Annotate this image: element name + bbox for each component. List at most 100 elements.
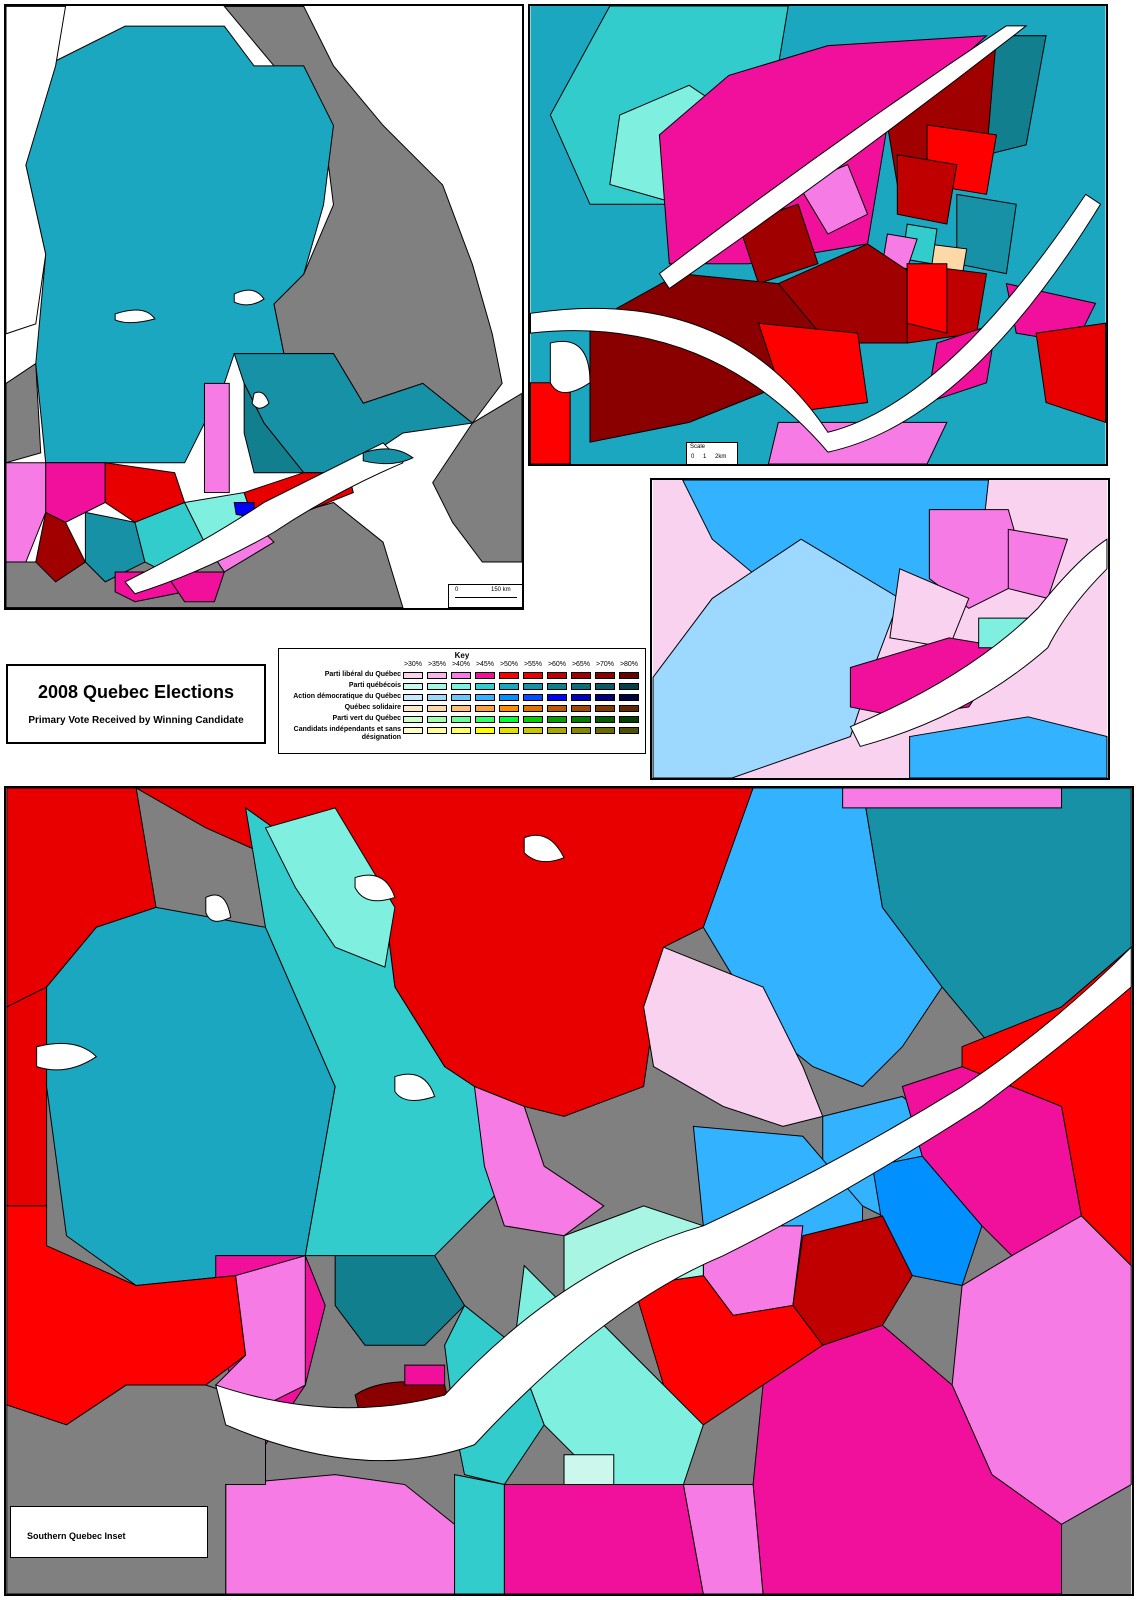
legend-key: Key >30% >35% >40% >45% >50% >55% >60% >65% >70%… [278, 648, 646, 754]
legend-swatch [451, 694, 471, 701]
st-lawrence-river [124, 442, 404, 595]
legend-title: Key [454, 651, 470, 660]
legend-swatch [451, 705, 471, 712]
legend-swatch [403, 716, 423, 723]
riviere-des-prairies [658, 25, 1028, 290]
legend-swatch [547, 705, 567, 712]
quebec-city-map [650, 478, 1110, 780]
legend-swatch [403, 683, 423, 690]
legend-swatch [475, 716, 495, 723]
sq-light-pink-center [643, 946, 824, 1127]
sq-lake-5 [354, 874, 396, 902]
riding-rene-levesque [243, 383, 305, 474]
legend-swatch [451, 727, 471, 734]
legend-swatch [427, 716, 447, 723]
riding-dark-red [35, 511, 87, 583]
southern-quebec-map-svg [6, 788, 1132, 1594]
legend-party-label: Québec solidaire [344, 704, 401, 711]
legend-swatch [571, 705, 591, 712]
legend-swatch [499, 705, 519, 712]
legend-swatch [427, 672, 447, 679]
lake-manicouagan [251, 391, 270, 409]
qc-st-lawrence [849, 538, 1108, 748]
legend-swatch [451, 672, 471, 679]
legend-swatch [523, 694, 543, 701]
legend-swatch [619, 727, 639, 734]
legend-party-label: Parti libéral du Québec [324, 671, 401, 678]
province-scale-zero: 0 [455, 587, 459, 593]
lake-2 [114, 309, 156, 324]
legend-swatch [523, 672, 543, 679]
legend-swatch [523, 705, 543, 712]
legend-swatch [619, 694, 639, 701]
sq-lake-2 [205, 894, 232, 922]
legend-swatch [571, 694, 591, 701]
legend-swatch [547, 694, 567, 701]
lac-st-louis [549, 341, 591, 394]
legend-swatch [403, 705, 423, 712]
legend-threshold: >40% [451, 661, 471, 668]
legend-swatch [571, 727, 591, 734]
legend-swatch [571, 683, 591, 690]
legend-party-label: Parti vert du Québec [332, 715, 401, 722]
riding-pontiac-north [6, 462, 47, 563]
legend-swatch [523, 716, 543, 723]
montreal-scalebar: Scale 0 1 2km [686, 442, 738, 464]
province-map: 0 150 km [4, 4, 524, 610]
legend-swatch [595, 683, 615, 690]
qc-pink-1 [928, 509, 1029, 609]
legend-swatch [475, 705, 495, 712]
legend-swatch [595, 672, 615, 679]
sq-pink-top [842, 788, 1063, 809]
south-shore-red [1035, 322, 1106, 424]
montreal-scale-title: Scale [690, 444, 706, 450]
legend-swatch [571, 672, 591, 679]
riding-pink-north [203, 382, 230, 494]
legend-swatch [571, 716, 591, 723]
legend-party-label: Action démocratique du Québec [293, 693, 401, 700]
legend-threshold: >35% [427, 661, 447, 668]
red-block-2 [896, 154, 958, 225]
legend-swatch [475, 694, 495, 701]
legend-swatch [595, 694, 615, 701]
legend-party-label: Candidats indépendants et sans désignati… [293, 726, 401, 741]
legend-swatch [547, 672, 567, 679]
st-lawrence-montreal [530, 193, 1102, 453]
southern-inset-label: Southern Quebec Inset [27, 1531, 126, 1541]
riding-estrie [163, 571, 225, 603]
legend-swatch [403, 727, 423, 734]
legend-threshold: >30% [403, 661, 423, 668]
lake-1 [233, 289, 265, 306]
sq-cyan-south-mid [454, 1473, 505, 1594]
legend-threshold: >60% [547, 661, 567, 668]
montreal-map: Scale 0 1 2km [528, 4, 1108, 466]
legend-threshold: >45% [475, 661, 495, 668]
newfoundland-land [432, 392, 522, 563]
legend-threshold: >65% [571, 661, 591, 668]
teal-mid [956, 193, 1017, 275]
sq-pale-cyan [563, 1454, 615, 1486]
legend-swatch [499, 716, 519, 723]
legend-swatch [619, 672, 639, 679]
legend-swatch [523, 727, 543, 734]
legend-party-label: Parti québécois [348, 682, 401, 689]
hudson-bay [6, 6, 67, 335]
sq-cyan-light [264, 807, 396, 968]
map-title: 2008 Quebec Elections [37, 682, 235, 702]
legend-threshold: >50% [499, 661, 519, 668]
province-scale-end: 150 km [491, 587, 511, 593]
sq-lake-4 [523, 834, 565, 863]
montreal-scale-tick-0: 0 [691, 454, 695, 460]
legend-swatch [427, 694, 447, 701]
sq-light-pink-southeast [682, 1484, 764, 1594]
legend-swatch [619, 716, 639, 723]
sq-teal-dark-south [334, 1255, 466, 1346]
sq-lake-3 [394, 1073, 436, 1101]
legend-swatch [499, 683, 519, 690]
sq-montreal-pink [404, 1364, 446, 1386]
legend-swatch [403, 672, 423, 679]
map-title-box: 2008 Quebec Elections Primary Vote Recei… [6, 664, 266, 744]
sq-pink-south-mid [503, 1484, 704, 1594]
legend-swatch [427, 727, 447, 734]
legend-swatch [475, 672, 495, 679]
